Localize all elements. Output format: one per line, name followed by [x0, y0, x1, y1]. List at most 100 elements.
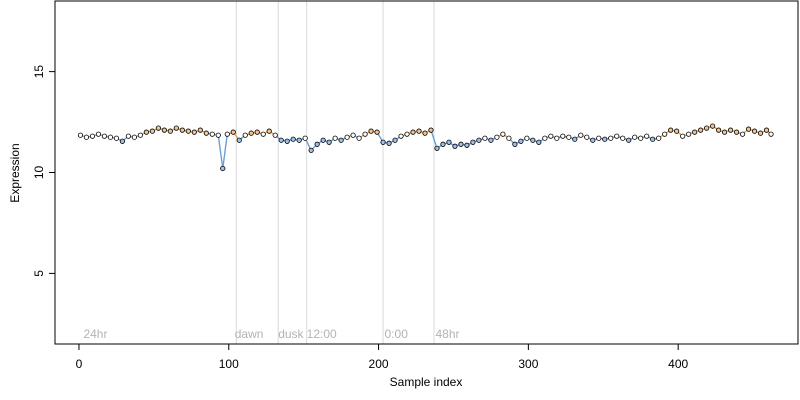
annotation-label: 48hr — [435, 327, 459, 341]
data-point — [650, 136, 656, 142]
data-point — [464, 142, 470, 148]
data-point — [674, 128, 680, 134]
data-point — [320, 137, 326, 143]
data-point — [296, 137, 302, 143]
data-point — [620, 135, 626, 141]
data-point — [470, 139, 476, 145]
data-point — [266, 128, 272, 134]
data-point — [344, 134, 350, 140]
data-point — [768, 131, 774, 137]
annotation-label: dusk — [278, 327, 304, 341]
data-point — [428, 127, 434, 133]
annotation-label: 12:00 — [307, 327, 337, 341]
data-point — [632, 134, 638, 140]
data-point — [284, 138, 290, 144]
data-point — [704, 125, 710, 131]
data-point — [179, 127, 185, 133]
data-point — [476, 137, 482, 143]
data-point — [167, 128, 173, 134]
data-point — [751, 128, 758, 134]
data-point — [596, 135, 602, 141]
data-point — [614, 133, 620, 139]
data-point — [95, 131, 102, 137]
y-axis-title: Expression — [8, 143, 22, 202]
data-point — [380, 139, 386, 145]
data-point — [101, 133, 108, 139]
data-point — [83, 134, 90, 140]
data-point — [584, 134, 590, 140]
data-point — [89, 133, 96, 139]
data-point — [434, 145, 440, 151]
data-point — [197, 127, 203, 133]
y-tick-label: 10 — [32, 166, 46, 180]
data-point — [644, 133, 650, 139]
data-point — [224, 131, 230, 137]
data-point — [745, 126, 752, 132]
data-point — [404, 131, 410, 137]
data-point — [125, 133, 132, 139]
data-point — [578, 132, 584, 138]
data-point — [590, 137, 596, 143]
data-point — [326, 139, 332, 145]
x-tick-label: 100 — [219, 357, 239, 371]
data-point — [686, 131, 692, 137]
data-point — [137, 132, 143, 138]
annotation-label: 24hr — [83, 327, 107, 341]
data-point — [446, 139, 452, 145]
data-point — [272, 132, 278, 138]
data-point — [530, 137, 536, 143]
data-point — [236, 137, 242, 143]
data-point — [362, 131, 368, 137]
data-point — [248, 130, 254, 136]
data-point — [626, 137, 632, 143]
annotation-label: 0:00 — [385, 327, 409, 341]
trend-segment — [430, 129, 438, 149]
data-point — [548, 133, 554, 139]
data-point — [77, 132, 84, 138]
data-point — [542, 135, 548, 141]
data-point — [332, 135, 338, 141]
data-point — [191, 129, 197, 135]
data-point — [131, 134, 137, 140]
x-tick-label: 300 — [518, 357, 538, 371]
x-tick-label: 200 — [369, 357, 389, 371]
y-tick-label: 15 — [32, 65, 46, 79]
x-tick-label: 400 — [668, 357, 688, 371]
data-point — [230, 129, 236, 135]
data-point — [155, 125, 161, 131]
data-point — [668, 127, 674, 133]
data-point — [242, 132, 248, 138]
data-point — [733, 129, 740, 135]
annotation-label: dawn — [235, 327, 264, 341]
data-point — [763, 127, 770, 133]
data-point — [209, 131, 215, 137]
plot-frame — [54, 0, 799, 345]
x-axis: 0 100 200 300 400 — [76, 343, 688, 371]
x-axis-title: Sample index — [390, 375, 463, 389]
data-point — [113, 135, 120, 141]
data-point — [290, 136, 296, 142]
y-axis: 5 10 15 — [32, 65, 56, 277]
data-point — [721, 129, 728, 135]
data-point — [608, 135, 614, 141]
data-point — [356, 135, 362, 141]
data-point — [554, 135, 560, 141]
data-point — [278, 137, 284, 143]
data-point — [416, 128, 422, 134]
data-point — [302, 135, 308, 141]
y-tick-label: 5 — [32, 270, 46, 277]
data-point — [107, 134, 114, 140]
x-tick-label: 0 — [76, 357, 83, 371]
data-point — [488, 137, 494, 143]
data-point — [638, 135, 644, 141]
data-point — [119, 138, 126, 144]
data-point — [338, 137, 344, 143]
data-point — [392, 137, 398, 143]
data-point — [173, 125, 179, 131]
data-point — [698, 127, 704, 133]
data-point — [452, 143, 458, 149]
data-point — [518, 138, 524, 144]
data-point — [308, 147, 314, 153]
data-point — [458, 141, 464, 147]
data-point — [149, 128, 155, 134]
